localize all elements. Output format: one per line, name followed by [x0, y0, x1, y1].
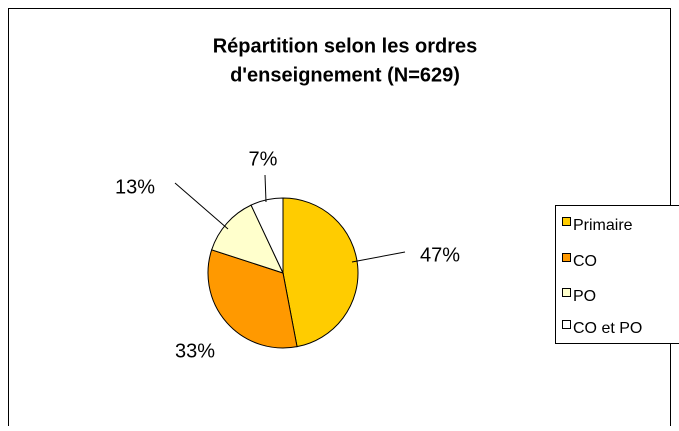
- chart-title: d'enseignement (N=629): [230, 64, 460, 86]
- legend-label: CO: [573, 253, 597, 270]
- data-label: 47%: [420, 244, 460, 266]
- legend-swatch: [563, 289, 571, 297]
- data-label: 13%: [115, 176, 155, 198]
- legend-swatch: [563, 321, 571, 329]
- chart-title: Répartition selon les ordres: [213, 35, 478, 57]
- legend-label: PO: [573, 288, 596, 305]
- legend-swatch: [563, 254, 571, 262]
- data-label: 33%: [175, 340, 215, 362]
- legend-label: Primaire: [573, 217, 633, 234]
- data-label: 7%: [249, 148, 278, 170]
- legend-swatch: [563, 218, 571, 226]
- legend-label: CO et PO: [573, 320, 642, 337]
